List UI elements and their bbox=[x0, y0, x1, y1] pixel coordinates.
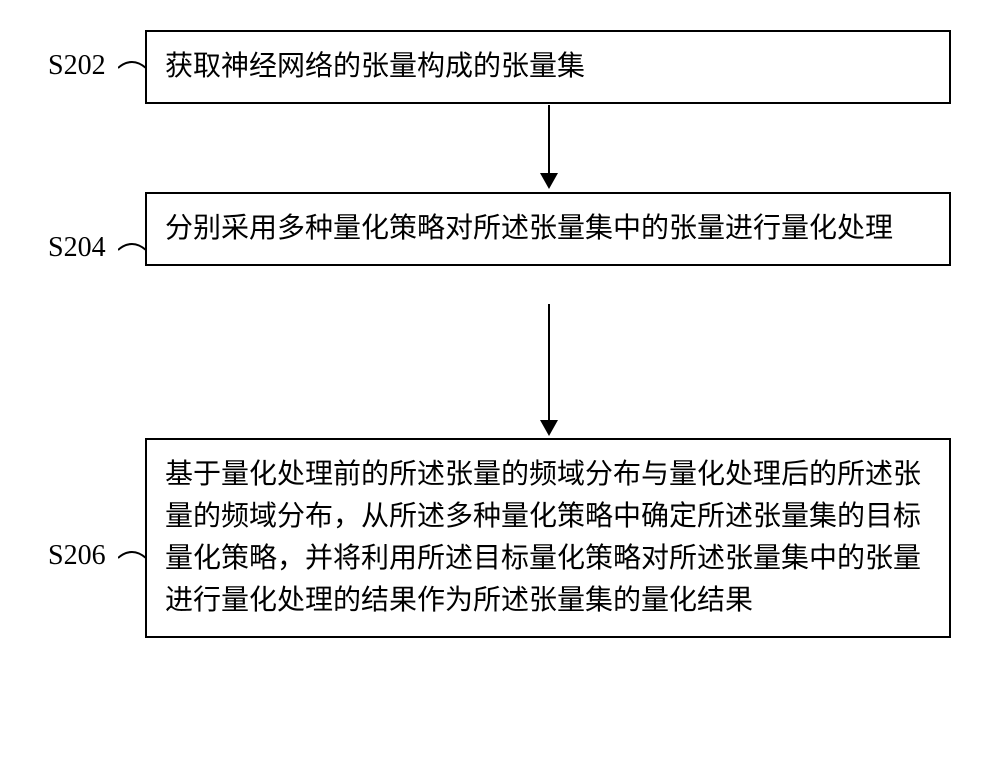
step-label-connector-s202 bbox=[118, 54, 148, 82]
arrow-s204-s206 bbox=[540, 304, 558, 436]
step-text: 基于量化处理前的所述张量的频域分布与量化处理后的所述张量的频域分布，从所述多种量… bbox=[165, 459, 921, 616]
step-box-s206: 基于量化处理前的所述张量的频域分布与量化处理后的所述张量的频域分布，从所述多种量… bbox=[145, 438, 951, 638]
step-box-s204: 分别采用多种量化策略对所述张量集中的张量进行量化处理 bbox=[145, 192, 951, 266]
step-label-text: S204 bbox=[48, 232, 106, 263]
arrow-head-icon bbox=[540, 420, 558, 436]
arrow-head-icon bbox=[540, 173, 558, 189]
arrow-line bbox=[548, 304, 550, 420]
step-label-connector-s206 bbox=[118, 544, 148, 572]
flowchart-container: S202 获取神经网络的张量构成的张量集 S204 分别采用多种量化策略对所述张… bbox=[0, 0, 1000, 760]
step-label-text: S202 bbox=[48, 50, 106, 81]
step-label-connector-s204 bbox=[118, 236, 148, 264]
step-label-s204: S204 bbox=[48, 232, 106, 264]
arrow-s202-s204 bbox=[540, 105, 558, 189]
step-label-text: S206 bbox=[48, 540, 106, 571]
arrow-line bbox=[548, 105, 550, 173]
step-text: 获取神经网络的张量构成的张量集 bbox=[165, 51, 585, 82]
step-box-s202: 获取神经网络的张量构成的张量集 bbox=[145, 30, 951, 104]
step-label-s202: S202 bbox=[48, 50, 106, 82]
step-label-s206: S206 bbox=[48, 540, 106, 572]
step-text: 分别采用多种量化策略对所述张量集中的张量进行量化处理 bbox=[165, 213, 893, 244]
